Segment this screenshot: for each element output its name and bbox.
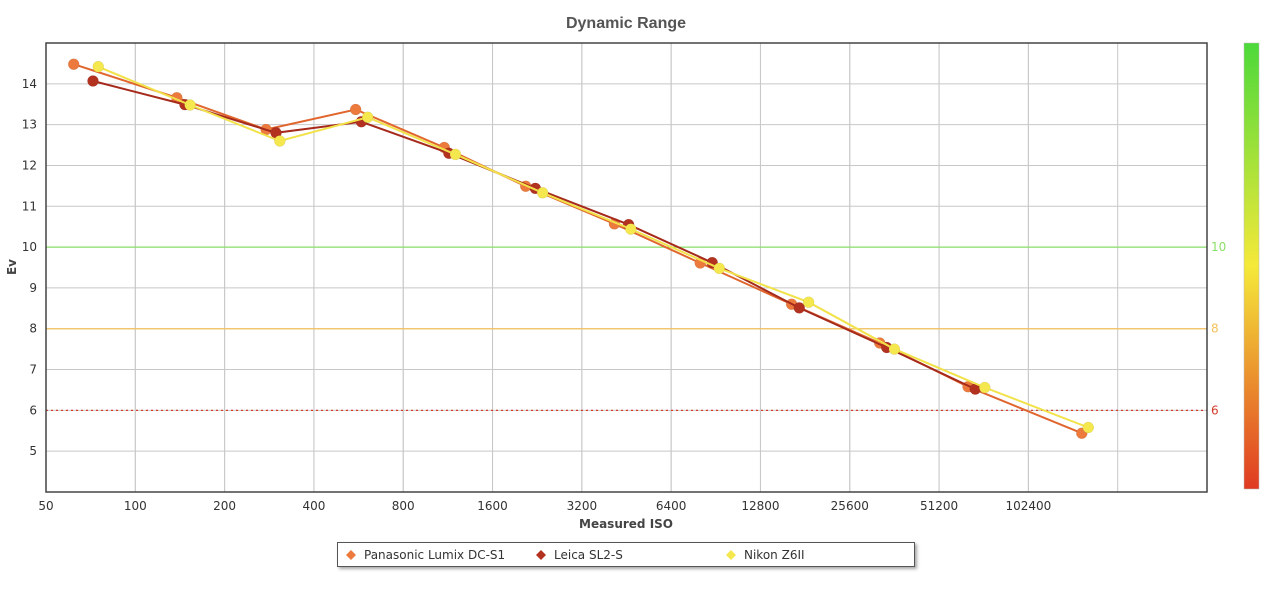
x-tick-label: 50 bbox=[38, 499, 53, 513]
data-point[interactable] bbox=[92, 60, 104, 73]
x-tick-label: 25600 bbox=[831, 499, 869, 513]
x-tick-label: 102400 bbox=[1005, 499, 1051, 513]
y-tick-label: 5 bbox=[29, 444, 37, 458]
y-tick-label: 13 bbox=[22, 118, 37, 132]
x-tick-label: 6400 bbox=[656, 499, 687, 513]
x-tick-label: 3200 bbox=[567, 499, 598, 513]
legend-marker-nikon bbox=[726, 550, 736, 560]
legend-item-panasonic[interactable]: Panasonic Lumix DC-S1 bbox=[344, 547, 505, 563]
reference-line-label: 8 bbox=[1211, 322, 1219, 336]
x-tick-label: 200 bbox=[213, 499, 236, 513]
chart-title: Dynamic Range bbox=[566, 15, 686, 32]
y-tick-label: 8 bbox=[29, 322, 37, 336]
side-color-scale bbox=[1243, 42, 1260, 490]
y-axis-ticks: 5 6 7 8 9 10 11 12 13 14 bbox=[22, 77, 37, 458]
x-tick-label: 12800 bbox=[741, 499, 779, 513]
x-tick-label: 800 bbox=[392, 499, 415, 513]
data-point[interactable] bbox=[802, 296, 815, 308]
data-point[interactable] bbox=[349, 103, 362, 116]
x-tick-label: 51200 bbox=[920, 499, 958, 513]
data-point[interactable] bbox=[67, 58, 80, 70]
series-2 bbox=[92, 60, 1095, 434]
y-tick-label: 7 bbox=[29, 363, 37, 377]
reference-lines: 10 8 6 bbox=[46, 240, 1226, 417]
chart-legend: Panasonic Lumix DC-S1 Leica SL2-S Nikon … bbox=[337, 542, 915, 567]
data-point[interactable] bbox=[888, 343, 901, 355]
x-tick-label: 400 bbox=[302, 499, 325, 513]
x-axis-ticks: 50 100 200 400 800 1600 3200 6400 12800 25600 5120… bbox=[38, 499, 1051, 513]
grid bbox=[46, 43, 1207, 492]
legend-label-leica: Leica SL2-S bbox=[554, 548, 623, 562]
data-point[interactable] bbox=[87, 75, 99, 87]
data-point[interactable] bbox=[449, 148, 462, 161]
data-point[interactable] bbox=[625, 223, 637, 235]
series-1 bbox=[87, 75, 982, 395]
series-group bbox=[67, 58, 1095, 439]
y-tick-label: 14 bbox=[22, 77, 37, 91]
reference-line-label: 10 bbox=[1211, 240, 1226, 254]
y-tick-label: 11 bbox=[22, 199, 37, 213]
data-point[interactable] bbox=[713, 262, 726, 275]
y-tick-label: 12 bbox=[22, 158, 37, 172]
plot-area-frame bbox=[45, 42, 1208, 493]
series-line bbox=[92, 80, 976, 391]
data-point[interactable] bbox=[536, 187, 549, 199]
y-tick-label: 10 bbox=[22, 240, 37, 254]
x-axis-label: Measured ISO bbox=[579, 517, 673, 531]
legend-item-nikon[interactable]: Nikon Z6II bbox=[724, 547, 805, 563]
y-axis-label: Ev bbox=[5, 259, 19, 275]
data-point[interactable] bbox=[361, 111, 374, 124]
legend-marker-panasonic bbox=[346, 550, 356, 560]
data-point[interactable] bbox=[1082, 421, 1095, 434]
series-line bbox=[97, 65, 1089, 429]
data-point[interactable] bbox=[793, 302, 806, 314]
legend-marker-leica bbox=[536, 550, 546, 560]
legend-label-panasonic: Panasonic Lumix DC-S1 bbox=[364, 548, 506, 562]
x-tick-label: 100 bbox=[124, 499, 147, 513]
data-point[interactable] bbox=[184, 99, 196, 111]
y-tick-label: 6 bbox=[29, 403, 37, 417]
reference-line-label: 6 bbox=[1211, 403, 1219, 417]
x-tick-label: 1600 bbox=[477, 499, 508, 513]
data-point[interactable] bbox=[979, 381, 991, 394]
legend-item-leica[interactable]: Leica SL2-S bbox=[534, 547, 623, 563]
legend-label-nikon: Nikon Z6II bbox=[744, 548, 805, 562]
data-point[interactable] bbox=[274, 135, 286, 147]
y-tick-label: 9 bbox=[29, 281, 37, 295]
